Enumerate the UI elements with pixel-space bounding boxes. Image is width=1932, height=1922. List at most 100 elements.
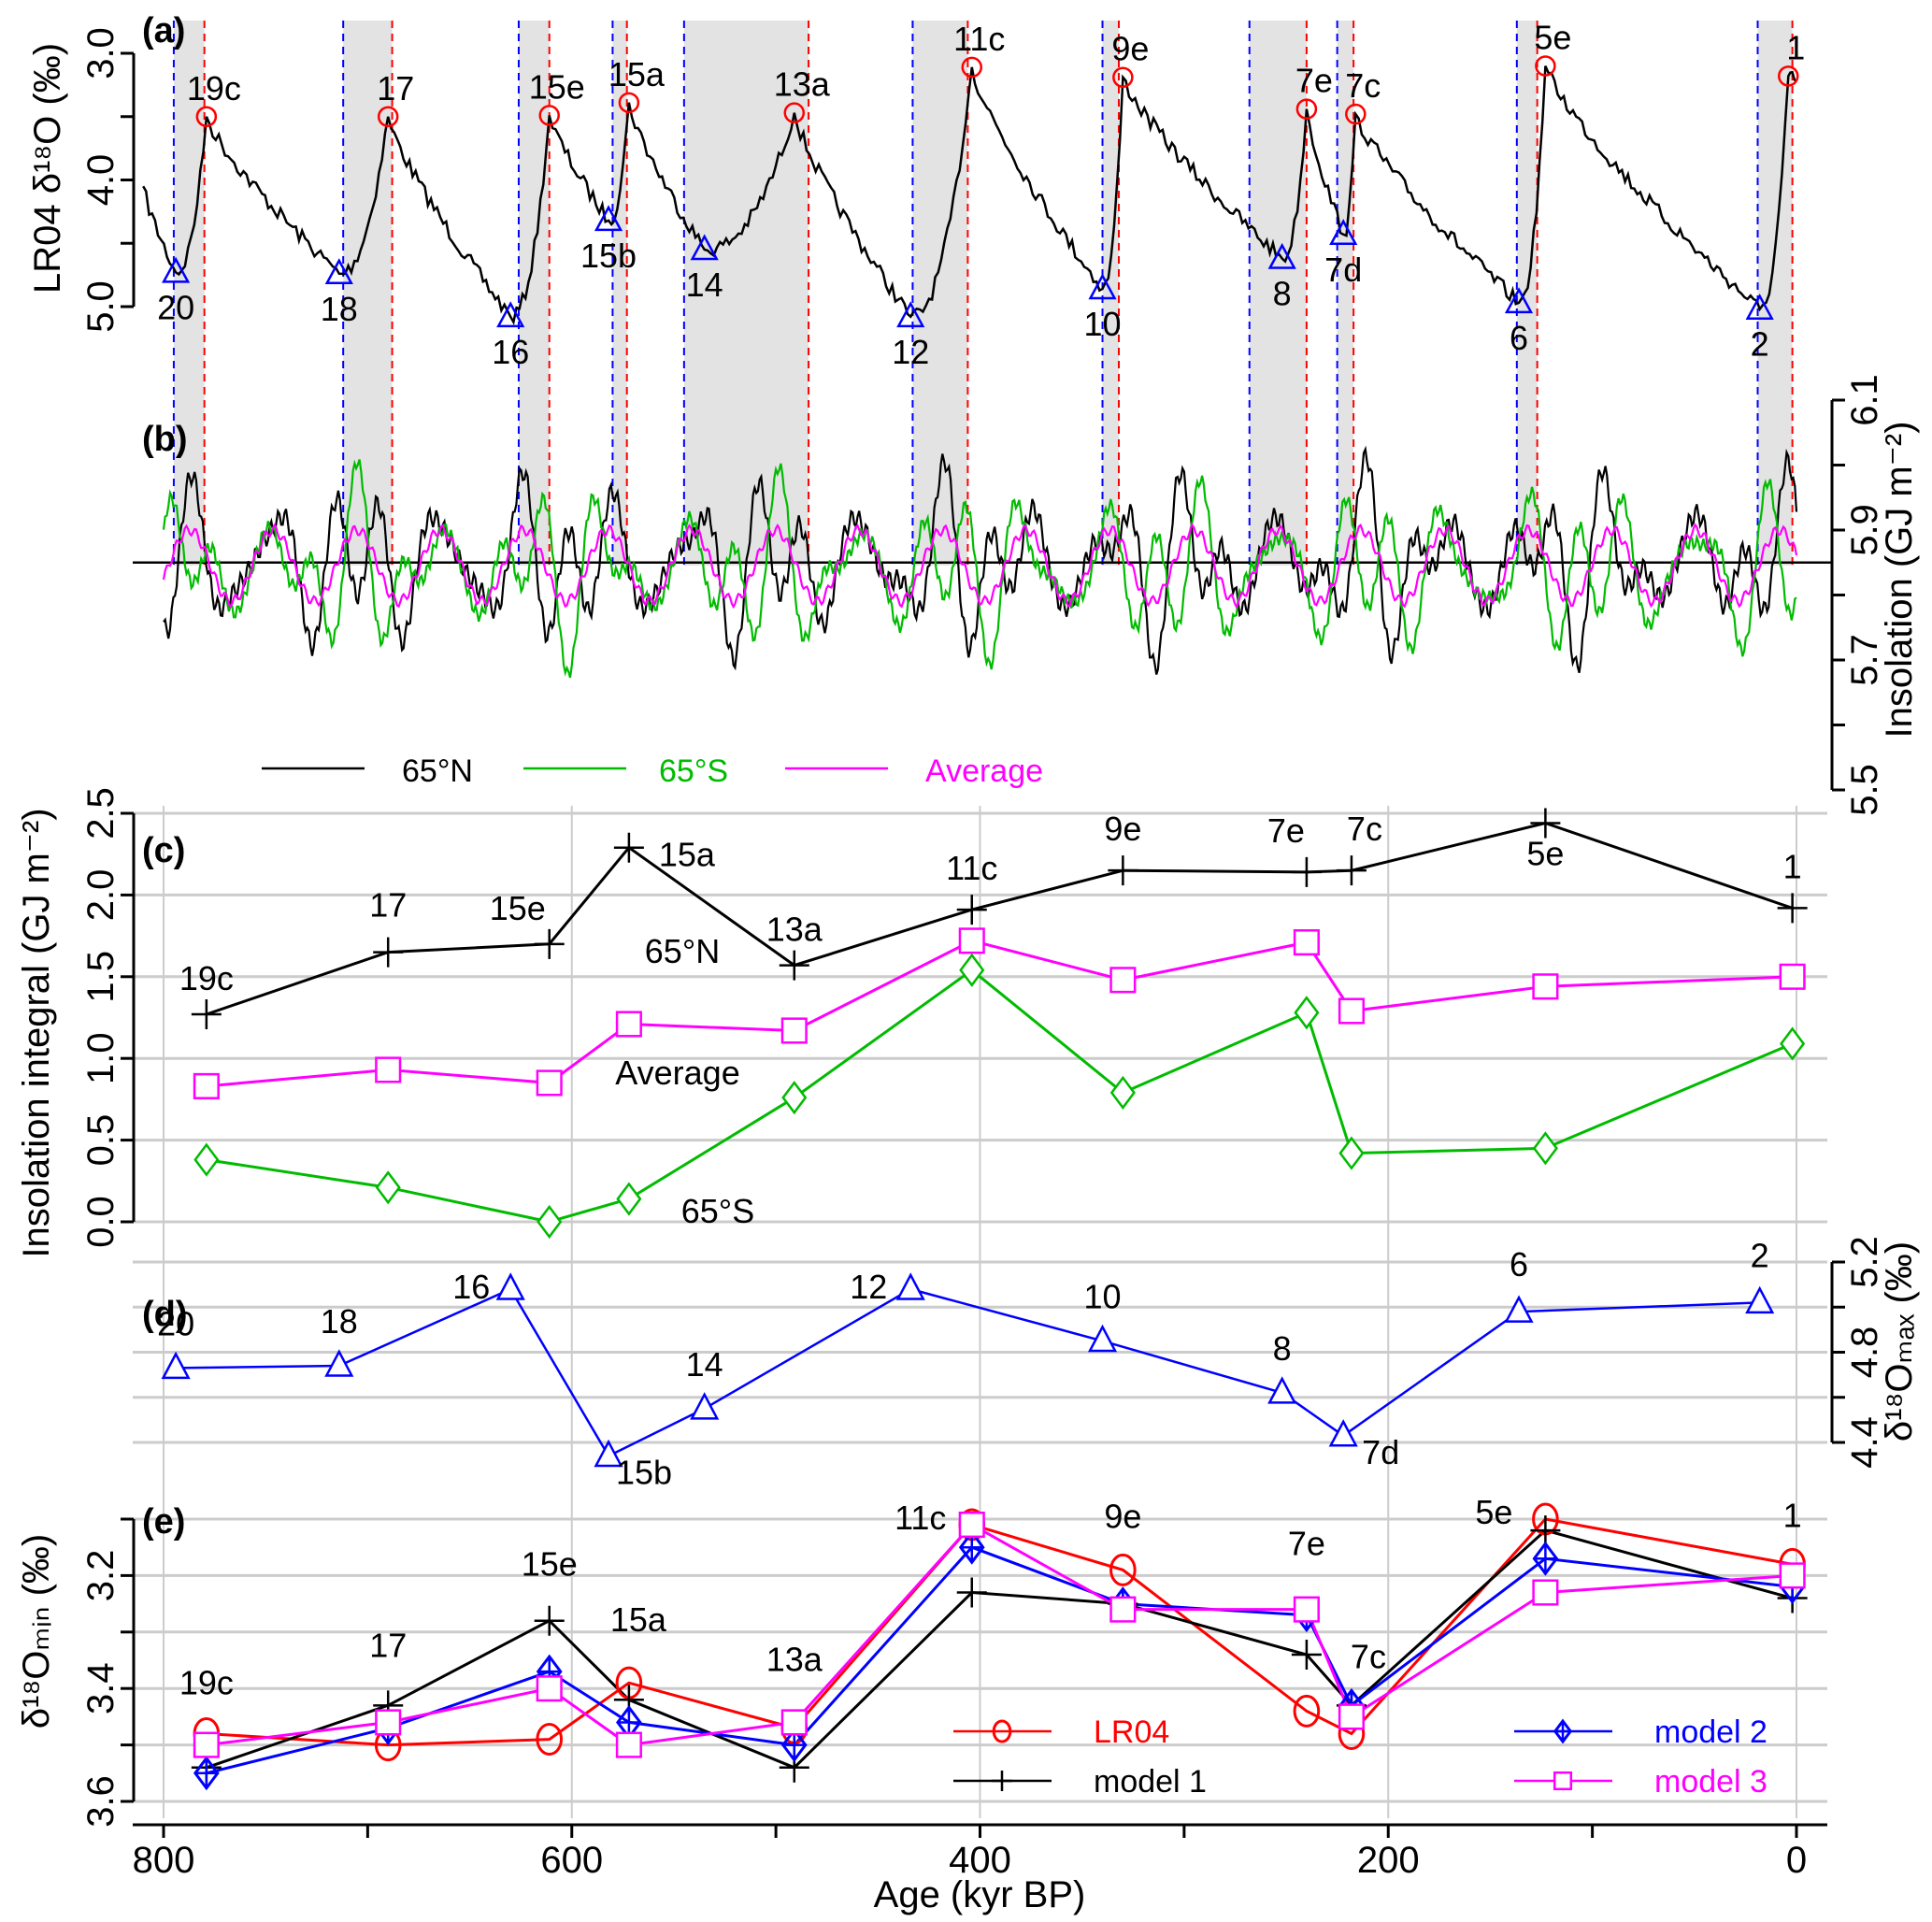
diamond-marker <box>1780 1026 1806 1061</box>
square-marker <box>193 1072 220 1099</box>
tick-label: 5.7 <box>1844 634 1885 686</box>
trough-marker <box>1329 219 1358 246</box>
plus-marker <box>534 1605 565 1636</box>
triangle-marker <box>495 1272 525 1300</box>
plus-marker <box>1108 855 1138 886</box>
legend-label-b: 65°N <box>402 753 473 789</box>
tick-label: 4.4 <box>1844 1416 1885 1469</box>
trough-marker <box>1504 287 1534 314</box>
peak-label: 13a <box>774 65 831 104</box>
legend-label-b: 65°S <box>659 753 728 789</box>
peak-marker <box>783 102 806 123</box>
square-marker <box>1532 1579 1559 1606</box>
peak-marker <box>618 92 640 114</box>
square-marker <box>1532 973 1559 1000</box>
stage-label-c: 7e <box>1267 811 1305 850</box>
plus-marker <box>534 928 565 959</box>
trough-label: 12 <box>892 333 929 371</box>
stage-label-c: 13a <box>766 911 823 949</box>
stage-label-e: 17 <box>369 1626 407 1664</box>
square-marker <box>375 1056 402 1083</box>
y-axis-title-e: δ¹⁸Oₘᵢₙ (‰) <box>16 1534 57 1728</box>
square-marker <box>1109 1596 1137 1623</box>
square-marker <box>1338 997 1365 1025</box>
x-axis-title: Age (kyr BP) <box>874 1874 1086 1915</box>
plus-marker <box>956 895 987 925</box>
plus-marker <box>1336 855 1367 886</box>
peak-marker <box>1295 98 1318 120</box>
stage-label-c: 7c <box>1347 810 1382 848</box>
square-marker <box>615 1731 642 1758</box>
stage-label-e: 11c <box>894 1499 946 1537</box>
plus-marker <box>191 999 222 1029</box>
peak-label: 15e <box>529 67 585 106</box>
plus-marker <box>779 950 809 981</box>
stage-label-d: 6 <box>1510 1245 1528 1284</box>
trough-marker <box>1088 273 1117 300</box>
shaded-interval <box>683 21 809 566</box>
stage-label-c: 11c <box>946 849 997 887</box>
peak-marker <box>1112 66 1134 88</box>
tick-label: 3.4 <box>80 1662 122 1714</box>
circle-marker <box>1109 1553 1137 1586</box>
square-marker <box>193 1731 220 1758</box>
triangle-marker <box>1087 1324 1118 1353</box>
circle-marker <box>1293 1694 1321 1728</box>
panel-label-a: (a) <box>142 11 185 50</box>
plus-marker <box>1291 1639 1322 1670</box>
tick-label: 5.0 <box>80 280 122 333</box>
stage-label-c: 17 <box>369 886 407 925</box>
trough-marker <box>594 205 623 232</box>
peak-label: 5e <box>1534 19 1571 57</box>
tick-label: 3.2 <box>80 1550 122 1602</box>
square-marker <box>958 1511 985 1539</box>
square-marker <box>375 1709 402 1736</box>
stage-label-d: 2 <box>1751 1236 1769 1274</box>
peak-marker <box>1778 65 1799 87</box>
tick-label: 5.2 <box>1844 1236 1885 1288</box>
trough-marker <box>896 301 925 328</box>
legend-label-e: model 1 <box>1094 1764 1207 1800</box>
stage-label-e: 15e <box>522 1545 578 1584</box>
square-marker <box>1293 1596 1320 1623</box>
shaded-intervals <box>172 21 1794 566</box>
trough-marker <box>496 301 525 328</box>
tick-label: 4.0 <box>80 154 122 207</box>
trough-label: 10 <box>1084 305 1122 343</box>
trough-marker <box>1745 294 1774 320</box>
peak-label: 17 <box>377 69 414 108</box>
shaded-interval <box>343 21 393 566</box>
trough-marker <box>162 256 191 283</box>
trough-label: 2 <box>1751 325 1769 364</box>
shaded-interval <box>1516 21 1538 566</box>
legend-label-b: Average <box>925 753 1043 789</box>
tick-label: 2.5 <box>80 787 122 839</box>
tick-label: 1.5 <box>80 951 122 1003</box>
trough-marker <box>1267 242 1296 269</box>
peak-marker <box>1535 55 1556 77</box>
diamond-marker <box>193 1142 220 1177</box>
insolation-curve-0 <box>163 445 1798 675</box>
plus-marker <box>956 1577 987 1608</box>
peak-marker <box>961 56 983 79</box>
insolation-curve-2 <box>162 523 1798 610</box>
x-tick-label: 400 <box>949 1840 1011 1881</box>
tick-label: 3.6 <box>80 1775 122 1828</box>
y-axis-title-b: Insolation (GJ m⁻²) <box>1879 422 1920 739</box>
stage-label-c: 15e <box>490 889 546 927</box>
square-marker <box>780 1017 808 1044</box>
trough-label: 18 <box>321 290 358 328</box>
square-marker <box>1779 963 1806 990</box>
circle-marker <box>536 1723 564 1757</box>
triangle-marker <box>1504 1295 1534 1323</box>
square-marker <box>958 927 985 954</box>
trough-marker <box>690 234 719 261</box>
triangle-marker <box>1267 1376 1297 1404</box>
square-marker <box>780 1709 808 1736</box>
stage-label-d: 16 <box>452 1268 490 1306</box>
stage-label-e: 7e <box>1288 1525 1325 1563</box>
y-axis-title-c: Insolation integral (GJ m⁻²) <box>16 808 57 1257</box>
y-axis-title-d: δ¹⁸Oₘₐₓ (‰) <box>1879 1241 1920 1442</box>
tick-label: 1.0 <box>80 1032 122 1084</box>
